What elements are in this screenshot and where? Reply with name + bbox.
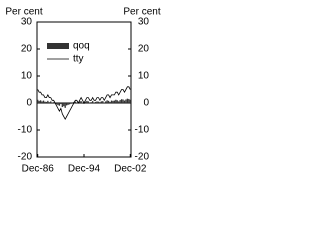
bar <box>93 102 95 103</box>
bar <box>109 101 111 103</box>
bar <box>70 103 72 104</box>
bar <box>128 98 130 103</box>
bar <box>97 101 100 103</box>
y-tick-label: 0 <box>26 98 32 109</box>
bar <box>67 103 69 105</box>
y2-tick-label: 30 <box>138 17 150 28</box>
bar <box>76 102 78 103</box>
y2-axis-label: Per cent <box>123 7 160 18</box>
bar <box>68 103 71 105</box>
y2-tick-label: -20 <box>135 152 150 163</box>
legend-label: tty <box>73 54 84 65</box>
bar <box>123 100 126 103</box>
y2-tick-label: 10 <box>138 71 150 82</box>
bar <box>57 103 59 106</box>
bar <box>48 102 50 103</box>
page: {"chart_data": {"type": "bar-line", "y_l… <box>5 6 161 175</box>
bar <box>103 102 105 103</box>
y-tick-label: 10 <box>21 71 33 82</box>
bar <box>113 100 116 103</box>
bar <box>80 101 82 103</box>
bar <box>126 98 129 103</box>
x-tick-label: Dec-94 <box>68 164 101 175</box>
bar <box>74 101 76 103</box>
y2-tick-label: -10 <box>135 125 150 136</box>
x-tick-label: Dec-86 <box>22 164 55 175</box>
bar <box>79 101 81 103</box>
bar <box>58 103 61 106</box>
bar <box>65 103 68 106</box>
bar <box>41 101 43 103</box>
y-tick-label: -10 <box>18 125 33 136</box>
bar <box>61 103 63 108</box>
legend-label: qoq <box>73 41 90 52</box>
bar <box>52 102 55 103</box>
y-tick-label: 20 <box>21 44 33 55</box>
bar <box>86 100 88 103</box>
y-tick-label: -20 <box>18 152 33 163</box>
bar <box>55 103 58 105</box>
bar <box>102 101 104 103</box>
bar <box>105 101 107 103</box>
bar <box>45 101 48 103</box>
bar <box>50 101 52 103</box>
y2-tick-label: 20 <box>138 44 150 55</box>
bar <box>112 100 114 103</box>
bar <box>116 100 118 103</box>
bar <box>87 101 89 103</box>
bar <box>125 99 127 103</box>
legend-swatch <box>47 43 69 49</box>
bar <box>96 101 98 103</box>
bar <box>81 102 84 103</box>
bar <box>38 100 40 103</box>
bar <box>120 99 123 103</box>
chart: Per cent Per cent -20 -10 0 10 20 30 -20 -10 0 10… <box>5 7 160 175</box>
bar <box>100 101 103 103</box>
bar <box>106 100 108 103</box>
bar <box>42 100 45 103</box>
bar <box>122 99 124 103</box>
bar <box>90 102 92 103</box>
y2-tick-label: 0 <box>143 98 149 109</box>
bar <box>44 101 46 103</box>
y-axis-label: Per cent <box>5 7 42 18</box>
bar <box>64 103 66 108</box>
bar <box>60 103 62 105</box>
bar <box>99 102 101 103</box>
bar <box>84 101 87 103</box>
bar <box>47 100 49 103</box>
bar <box>107 100 110 103</box>
bar <box>115 99 117 103</box>
bar <box>118 101 120 103</box>
bar <box>63 103 65 107</box>
bar <box>92 101 94 103</box>
bar <box>129 99 131 103</box>
bar <box>37 99 39 103</box>
bar <box>39 100 42 103</box>
bar <box>94 101 97 103</box>
bar <box>119 100 121 103</box>
y-tick-label: 30 <box>21 17 33 28</box>
x-tick-label: Dec-02 <box>114 164 147 175</box>
line <box>37 86 131 121</box>
bar <box>110 100 113 103</box>
bar <box>51 102 53 103</box>
